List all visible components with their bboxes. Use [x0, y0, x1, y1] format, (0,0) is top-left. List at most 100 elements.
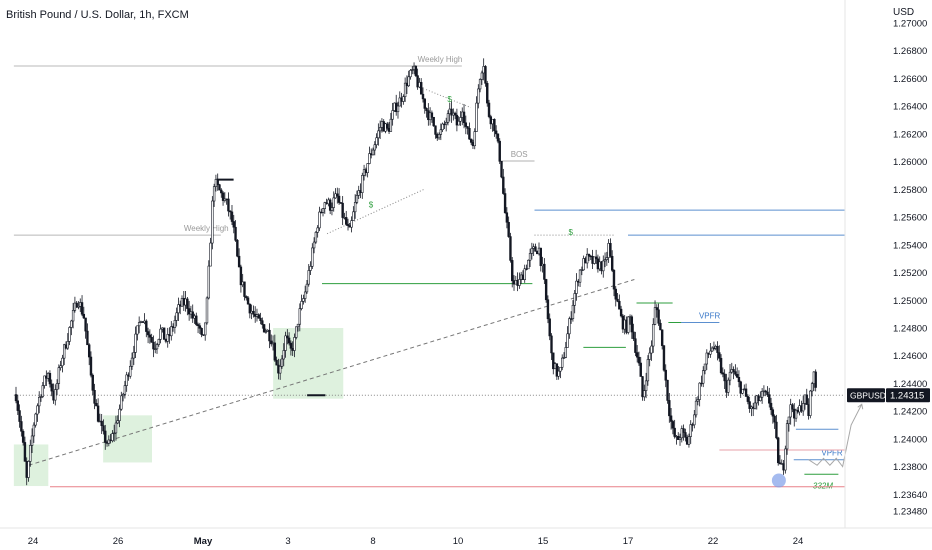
candle: [739, 380, 742, 398]
candle-body: [644, 380, 648, 391]
candle-body: [252, 310, 255, 315]
candle-body: [246, 297, 250, 305]
candle: [75, 300, 78, 308]
candle-body: [200, 328, 203, 335]
candle-body: [332, 197, 335, 208]
candle-body: [216, 179, 219, 185]
candle: [437, 132, 441, 140]
candle-body: [20, 421, 23, 432]
candle: [609, 238, 612, 258]
candle: [50, 379, 53, 397]
price-tag-bg[interactable]: [886, 388, 930, 403]
candle-body: [571, 304, 575, 319]
candle-body: [123, 385, 127, 395]
candle: [543, 258, 546, 285]
candle-body: [248, 303, 252, 314]
candle-body: [441, 123, 444, 131]
chart-title: British Pound / U.S. Dollar, 1h, FXCM: [6, 9, 189, 21]
candle: [209, 237, 212, 267]
candle-body: [801, 403, 805, 412]
candle-body: [212, 186, 216, 202]
candle: [432, 116, 435, 127]
candle: [27, 460, 30, 482]
candle-body: [475, 102, 478, 132]
weekly-high-line-lower-label: Weekly High: [184, 224, 229, 233]
candle: [784, 445, 787, 474]
candle-body: [759, 396, 762, 402]
candle-body: [337, 195, 341, 203]
candle: [295, 326, 298, 340]
candle-body: [125, 374, 128, 386]
y-tick-label: 1.25000: [893, 296, 927, 307]
candle-body: [371, 149, 375, 156]
candle: [709, 342, 712, 358]
candle-body: [59, 365, 62, 368]
candle-body: [610, 255, 614, 271]
candle-body: [593, 256, 596, 264]
y-axis[interactable]: 1.27000 1.26800 1.26600 1.26400 1.26200 1.260…: [893, 19, 927, 518]
y-tick-label: 1.27000: [893, 19, 927, 30]
candle: [212, 183, 216, 207]
candle: [312, 237, 316, 254]
candle-body: [527, 259, 530, 270]
candle: [650, 340, 653, 361]
candle-body: [282, 350, 285, 360]
candle: [102, 419, 105, 435]
candle-body: [578, 269, 582, 283]
candle-body: [775, 421, 778, 439]
candle: [55, 379, 59, 396]
candle: [336, 187, 339, 204]
candle: [286, 329, 289, 345]
candle-body: [423, 98, 426, 109]
candle: [773, 414, 776, 429]
candle: [41, 382, 44, 399]
candle-body: [414, 65, 418, 76]
candle-body: [484, 66, 487, 84]
candle-body: [159, 328, 162, 340]
candle: [159, 324, 162, 344]
candle: [261, 317, 264, 329]
current-price-tag[interactable]: GBPUSD 1.24315: [847, 388, 930, 403]
candle: [236, 238, 239, 258]
candle: [605, 251, 609, 266]
candle-body: [80, 302, 84, 315]
candle-body: [389, 118, 393, 132]
candle: [705, 349, 708, 371]
candle: [502, 168, 505, 195]
candle: [587, 253, 591, 262]
candle-body: [487, 102, 491, 117]
candle-body: [614, 288, 617, 300]
candle-body: [104, 430, 107, 443]
candle: [191, 304, 194, 323]
candle: [296, 323, 300, 332]
candle: [361, 172, 364, 199]
candle-body: [207, 265, 210, 299]
candle-body: [634, 338, 637, 353]
symbol-tag-bg[interactable]: [847, 388, 885, 403]
candle: [82, 306, 86, 319]
candle: [229, 210, 232, 220]
candle: [89, 351, 93, 378]
candle-body: [455, 114, 459, 126]
candle: [39, 394, 43, 402]
candle: [475, 96, 478, 133]
candle-body: [684, 432, 687, 438]
candle-body: [746, 396, 750, 402]
candle-body: [689, 424, 692, 437]
candle-body: [366, 163, 369, 173]
candle: [337, 188, 341, 205]
candle-body: [54, 389, 57, 401]
candle: [744, 383, 748, 397]
candle-body: [696, 399, 700, 402]
candle: [280, 355, 284, 369]
candle: [59, 360, 62, 371]
projection-arrowhead: [857, 403, 864, 410]
candle: [243, 281, 246, 301]
candle: [373, 141, 376, 156]
candle-body: [403, 82, 407, 98]
candle-body: [36, 405, 39, 415]
candle-body: [619, 308, 623, 317]
x-axis[interactable]: 24 26 May 3 8 10 15 17 22 24: [28, 536, 804, 547]
candle: [200, 327, 203, 338]
